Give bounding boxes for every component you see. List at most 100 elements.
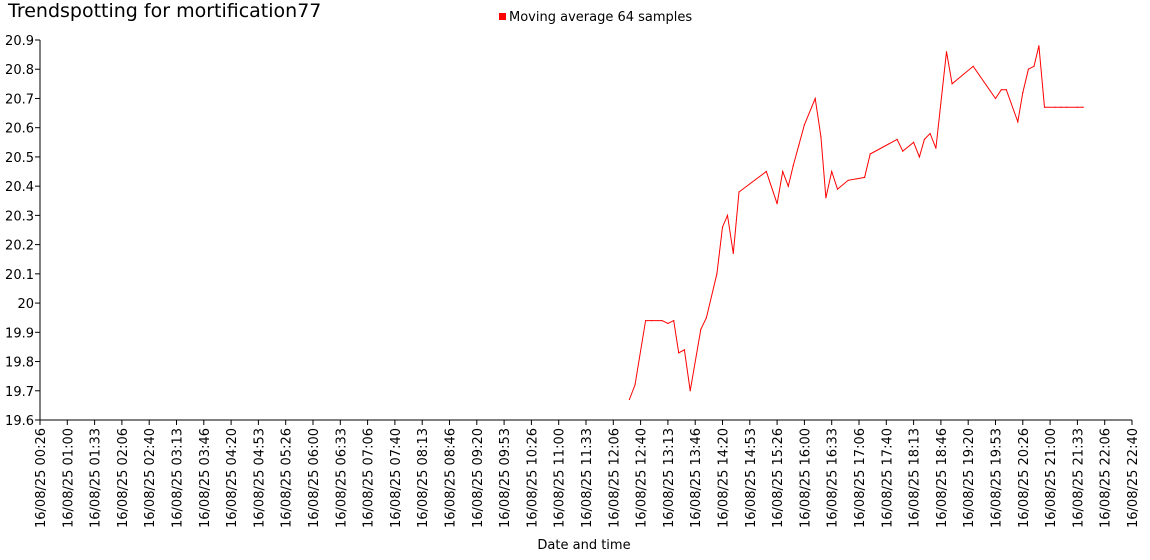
x-tick-label: 16/08/25 08:46 [444,428,459,528]
data-point [923,138,926,140]
data-point [1033,65,1035,67]
data-point [896,138,898,140]
x-tick-label: 16/08/25 03:13 [171,428,186,528]
data-point [667,322,669,325]
x-tick-label: 16/08/25 04:53 [252,428,267,528]
y-tick-label: 20.1 [5,268,34,283]
y-tick-label: 19.7 [5,385,34,400]
x-tick-label: 16/08/25 10:26 [525,428,540,528]
data-point [803,124,806,126]
y-tick-label: 20.4 [5,180,34,195]
x-ticks: 16/08/25 00:26 16/08/25 01:00 16/08/25 01:… [34,420,1141,528]
x-tick-label: 16/08/25 02:06 [116,428,131,528]
data-point [683,349,686,351]
x-tick-label: 16/08/25 12:40 [635,428,650,528]
data-point [1060,106,1062,108]
data-point [1000,89,1002,91]
data-point [782,170,784,173]
data-point [1082,106,1084,108]
x-tick-label: 16/08/25 22:40 [1126,428,1141,528]
data-point [732,252,734,254]
y-tick-label: 19.8 [5,356,34,371]
y-tick-label: 20.9 [5,34,34,49]
data-point [1005,89,1007,91]
x-tick-label: 16/08/25 19:20 [962,428,977,528]
data-point [972,65,974,67]
data-point [738,191,740,193]
x-tick-label: 16/08/25 19:53 [990,428,1005,528]
data-point [918,156,921,158]
data-point [935,147,937,149]
x-tick-label: 16/08/25 14:53 [744,428,759,528]
data-point [864,176,866,178]
data-point [951,83,953,85]
x-tick-label: 16/08/25 09:53 [498,428,513,528]
data-point [929,132,931,135]
data-point [902,150,904,152]
x-tick-label: 16/08/25 22:06 [1099,428,1114,528]
x-tick-label: 16/08/25 07:06 [362,428,377,528]
data-point [765,170,767,173]
x-tick-label: 16/08/25 12:06 [607,428,622,528]
data-point [1066,106,1068,108]
x-tick-label: 16/08/25 07:40 [389,428,404,528]
data-point [673,320,675,322]
x-tick-label: 16/08/25 03:46 [198,428,213,528]
x-tick-label: 16/08/25 05:26 [280,428,295,528]
data-point [726,214,729,216]
x-tick-label: 16/08/25 13:13 [662,428,677,528]
y-tick-label: 20.5 [5,151,34,166]
data-point [1043,106,1046,108]
data-point [814,97,816,100]
x-tick-label: 16/08/25 06:33 [334,428,349,528]
x-tick-label: 16/08/25 04:20 [225,428,240,528]
x-tick-label: 16/08/25 17:06 [853,428,868,528]
x-tick-label: 16/08/25 02:40 [143,428,158,528]
axes [39,40,1132,421]
data-point [945,51,948,53]
y-tick-label: 19.9 [5,326,34,341]
data-point [634,384,636,386]
x-tick-label: 16/08/25 13:46 [689,428,704,528]
x-tick-label: 16/08/25 21:00 [1044,428,1059,528]
data-point [776,203,778,205]
data-point [661,320,663,322]
x-tick-label: 16/08/25 01:33 [89,428,104,528]
y-tick-label: 20.3 [5,209,34,224]
x-tick-label: 16/08/25 11:00 [553,428,568,528]
data-point [705,317,708,319]
y-tick-label: 20.6 [5,122,34,137]
x-tick-label: 16/08/25 08:13 [416,428,431,528]
data-point [1076,106,1078,108]
data-point [825,197,827,199]
data-point [913,141,915,143]
x-tick-label: 16/08/25 14:20 [717,428,732,528]
data-point [1022,92,1024,94]
x-tick-label: 16/08/25 18:13 [908,428,923,528]
y-tick-label: 19.6 [5,414,34,429]
x-tick-label: 16/08/25 16:00 [798,428,813,528]
data-point [628,398,631,401]
x-tick-label: 16/08/25 06:00 [307,428,322,528]
x-tick-label: 16/08/25 21:33 [1071,428,1086,528]
y-tick-label: 20.7 [5,92,34,107]
y-tick-label: 20 [17,297,34,312]
data-point [792,165,794,167]
data-point [836,188,839,190]
y-tick-label: 20.8 [5,63,34,78]
data-point [700,328,702,330]
x-axis-label: Date and time [537,538,630,553]
legend: Moving average 64 samples [499,10,692,25]
data-point [1017,121,1019,123]
data-point [650,320,653,322]
data-point [847,179,849,181]
y-tick-label: 20.2 [5,239,34,254]
data-point [798,144,800,146]
data-point [678,352,680,354]
x-tick-label: 16/08/25 01:00 [61,428,76,528]
data-point [869,153,871,155]
x-tick-label: 16/08/25 18:46 [935,428,950,528]
series-line-0 [628,45,1084,400]
data-point [820,135,822,138]
x-tick-label: 16/08/25 17:40 [880,428,895,528]
